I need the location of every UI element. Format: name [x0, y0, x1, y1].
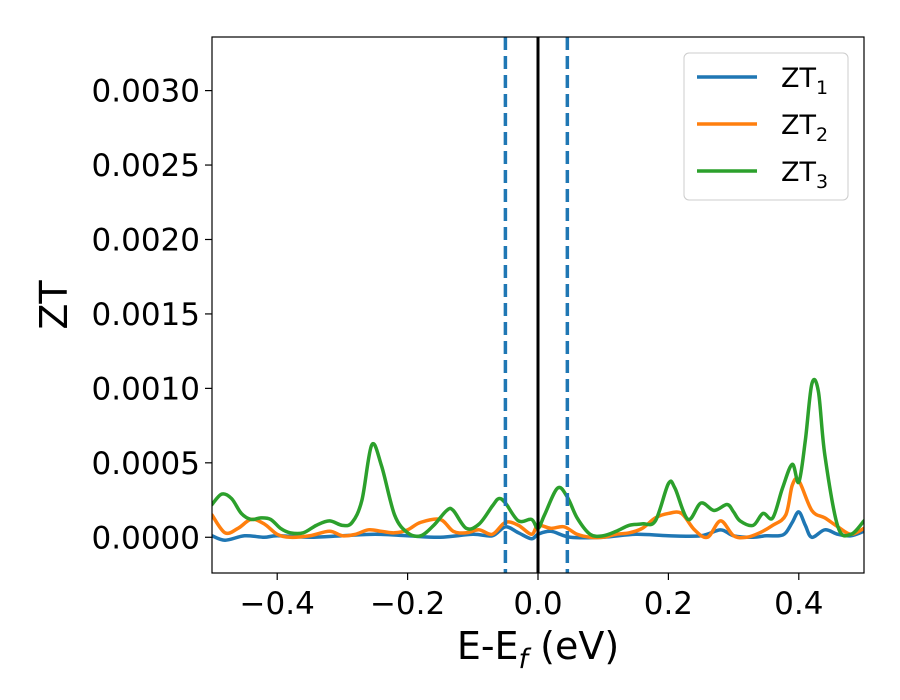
x-axis-label: E-Ef (eV) — [457, 624, 619, 675]
x-tick-label: 0.0 — [513, 586, 562, 622]
legend-label-sub: 3 — [816, 171, 828, 193]
legend-label-sub: 1 — [816, 77, 828, 99]
x-tick-label: 0.2 — [644, 586, 693, 622]
reference-lines — [503, 37, 570, 573]
legend-box — [683, 52, 849, 201]
x-tick-label: 0.4 — [774, 586, 823, 622]
y-tick-label: 0.0015 — [92, 297, 200, 333]
y-tick-label: 0.0005 — [92, 446, 200, 482]
legend-label-sub: 2 — [816, 124, 828, 146]
x-tick-label: −0.2 — [370, 586, 445, 622]
x-tick-label: −0.4 — [240, 586, 315, 622]
series-layer — [212, 377, 864, 542]
y-tick-label: 0.0010 — [92, 371, 200, 407]
y-axis-ticks: 0.0000 0.0005 0.0010 0.0015 0.0020 0.0025 0.00… — [92, 74, 212, 556]
x-axis-ticks: −0.4 −0.2 0.0 0.2 0.4 — [240, 573, 823, 622]
y-tick-label: 0.0020 — [92, 222, 200, 258]
y-tick-label: 0.0025 — [92, 148, 200, 184]
plot-frame — [211, 36, 865, 574]
x-axis-label-base: E-E — [457, 624, 519, 668]
y-tick-label: 0.0030 — [92, 74, 200, 110]
legend-label: ZT2 — [781, 110, 828, 146]
y-axis-label: ZT — [32, 280, 76, 330]
y-tick-label: 0.0000 — [92, 520, 200, 556]
series-line-3 — [212, 377, 864, 539]
x-axis-label-unit: (eV) — [528, 624, 619, 668]
series-line-2 — [212, 476, 864, 540]
